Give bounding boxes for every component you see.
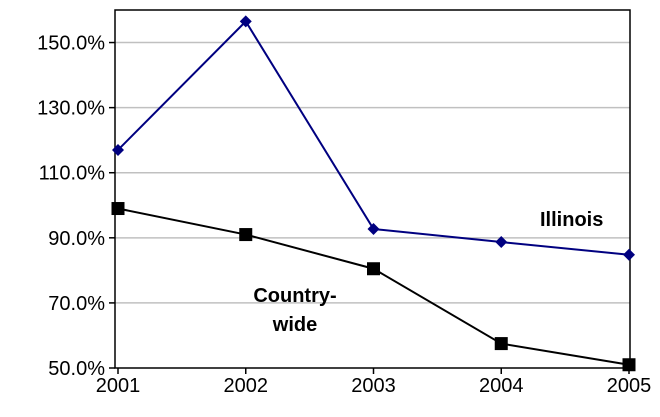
data-point xyxy=(112,143,124,156)
x-tick-label: 2002 xyxy=(224,375,269,397)
data-point xyxy=(494,337,508,351)
plot-frame xyxy=(114,9,631,369)
series-label: Illinois xyxy=(540,209,603,231)
x-tick-label: 2005 xyxy=(607,375,652,397)
x-tick-label: 2001 xyxy=(96,375,141,397)
x-tick-label: 2004 xyxy=(479,375,524,397)
data-point xyxy=(495,236,508,249)
data-point xyxy=(239,228,253,242)
data-point xyxy=(367,223,380,236)
y-tick-label: 70.0% xyxy=(48,293,105,315)
data-point xyxy=(239,15,252,28)
data-point xyxy=(622,358,636,372)
y-tick-label: 110.0% xyxy=(39,163,106,185)
y-tick-label: 130.0% xyxy=(37,98,105,120)
series-label: Country-wide xyxy=(253,285,336,336)
data-point xyxy=(111,202,125,216)
x-tick-label: 2003 xyxy=(351,375,396,397)
data-point xyxy=(367,262,380,276)
y-tick-label: 150.0% xyxy=(37,33,105,55)
y-tick-label: 50.0% xyxy=(48,358,105,380)
y-tick-label: 90.0% xyxy=(48,228,105,250)
data-point xyxy=(623,248,635,261)
